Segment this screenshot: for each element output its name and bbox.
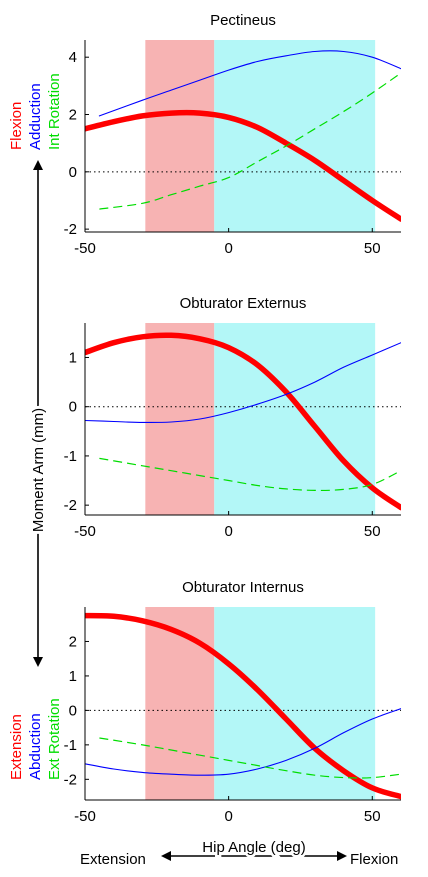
panel-title: Obturator Internus: [182, 579, 304, 596]
x-label-extension: Extension: [80, 851, 146, 868]
x-tick-label: -50: [74, 808, 96, 825]
bottom-label-abduction: Abduction: [27, 713, 44, 780]
x-axis-label: Hip Angle (deg): [202, 839, 305, 856]
y-tick-label: 2: [69, 107, 77, 124]
x-label-flexion: Flexion: [350, 851, 398, 868]
x-tick-label: 50: [364, 808, 381, 825]
y-tick-label: 1: [69, 668, 77, 685]
region-extension: [145, 323, 215, 515]
series-adduction-line: [85, 708, 401, 776]
panel-obturator-externus: Obturator Externus -2 -1 0 1 -50 0 50: [64, 295, 401, 540]
x-tick-label: 50: [364, 523, 381, 540]
series-flexion-line: [85, 612, 401, 800]
y-tick-label: 2: [69, 633, 77, 650]
y-tick-label: 0: [69, 399, 77, 416]
y-tick-label: 1: [69, 349, 77, 366]
series-adduction-line: [98, 50, 401, 117]
panel-pectineus: Pectineus -2 0 2 4 -50 0 50: [64, 12, 401, 257]
top-label-rotation: Int Rotation: [46, 73, 63, 150]
x-tick-label: -50: [74, 523, 96, 540]
x-tick-label: 0: [224, 523, 232, 540]
y-tick-label: 4: [69, 49, 77, 66]
series-adduction-line: [85, 342, 401, 423]
y-tick-label: 0: [69, 702, 77, 719]
y-tick-label: 0: [69, 164, 77, 181]
y-tick-label: -2: [64, 497, 77, 514]
x-tick-label: 50: [364, 240, 381, 257]
region-flexion: [214, 40, 376, 232]
series-rotation-line: [99, 737, 401, 779]
bottom-label-rotation: Ext Rotation: [46, 698, 63, 780]
y-axis-label: Moment Arm (mm): [30, 408, 47, 532]
top-label-adduction: Adduction: [27, 83, 44, 150]
series-rotation-line: [99, 457, 401, 492]
region-extension: [145, 607, 215, 800]
y-tick-label: -1: [64, 737, 77, 754]
bottom-label-extension: Extension: [8, 714, 25, 780]
y-tick-label: -2: [64, 221, 77, 238]
y-tick-label: -1: [64, 448, 77, 465]
series-flexion-line: [85, 332, 401, 511]
x-tick-label: -50: [74, 240, 96, 257]
region-flexion: [214, 607, 376, 800]
x-tick-label: 0: [224, 808, 232, 825]
series-flexion-line: [85, 109, 401, 222]
panel-title: Obturator Externus: [180, 295, 307, 312]
panel-obturator-internus: Obturator Internus -2 -1 0 1 2 -50 0 50: [64, 579, 401, 825]
top-label-flexion: Flexion: [8, 102, 25, 150]
x-tick-label: 0: [224, 240, 232, 257]
region-extension: [145, 40, 215, 232]
panel-title: Pectineus: [210, 12, 276, 29]
y-tick-label: -2: [64, 771, 77, 788]
